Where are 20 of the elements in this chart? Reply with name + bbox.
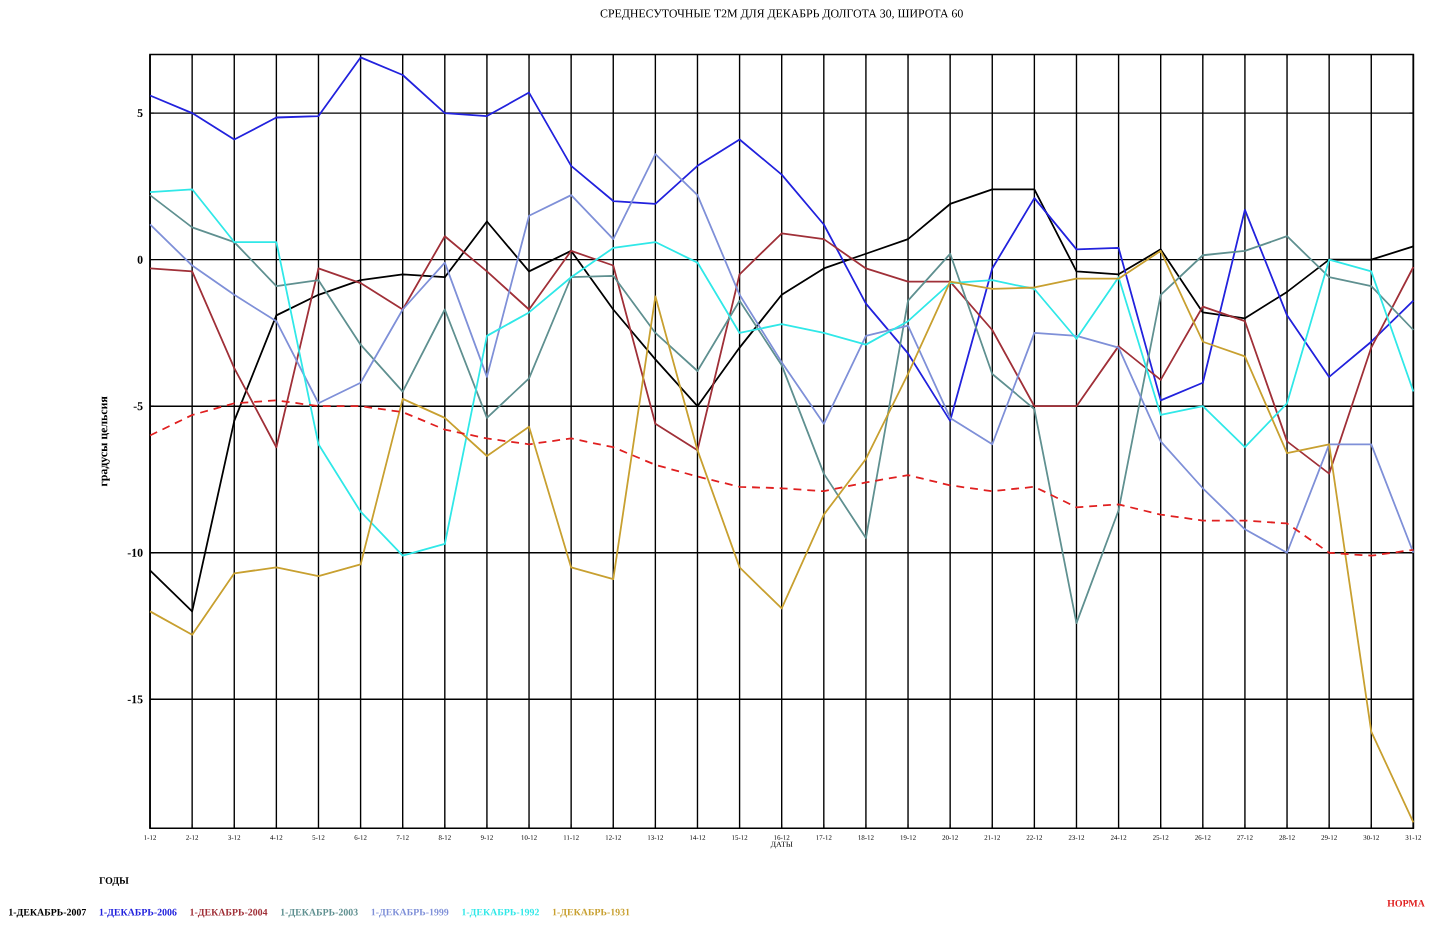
text: 1-ДЕКАБРЬ-1992 — [462, 908, 539, 918]
chart-title: СРЕДНЕСУТОЧНЫЕ T2M ДЛЯ ДЕКАБРЬ ДОЛГОТА 30, ШИРОТА 60 — [600, 9, 963, 20]
legend-title: ГОДЫ — [99, 877, 129, 886]
text: 1-ДЕКАБРЬ-1931 — [552, 908, 630, 918]
text: 1-ДЕКАБРЬ-2007 — [9, 908, 87, 918]
y-tick-label: -10 — [127, 548, 143, 557]
y-tick-label: -5 — [133, 402, 143, 411]
line-series — [149, 232, 1415, 475]
text: НОРМА — [1387, 900, 1425, 907]
line-series — [149, 250, 1415, 824]
text: 1-ДЕКАБРЬ-2004 — [190, 908, 268, 918]
y-axis-title: градусы цельсия — [101, 396, 110, 487]
line-series — [149, 56, 1415, 422]
line-series — [149, 399, 1415, 557]
text: 1-ДЕКАБРЬ-1999 — [371, 908, 449, 918]
y-tick-label: -15 — [127, 695, 143, 704]
y-tick-label: 5 — [137, 109, 143, 118]
text: 1-ДЕКАБРЬ-2006 — [99, 908, 177, 918]
text: 1-ДЕКАБРЬ-2003 — [280, 908, 358, 918]
y-tick-label: 0 — [137, 255, 143, 264]
